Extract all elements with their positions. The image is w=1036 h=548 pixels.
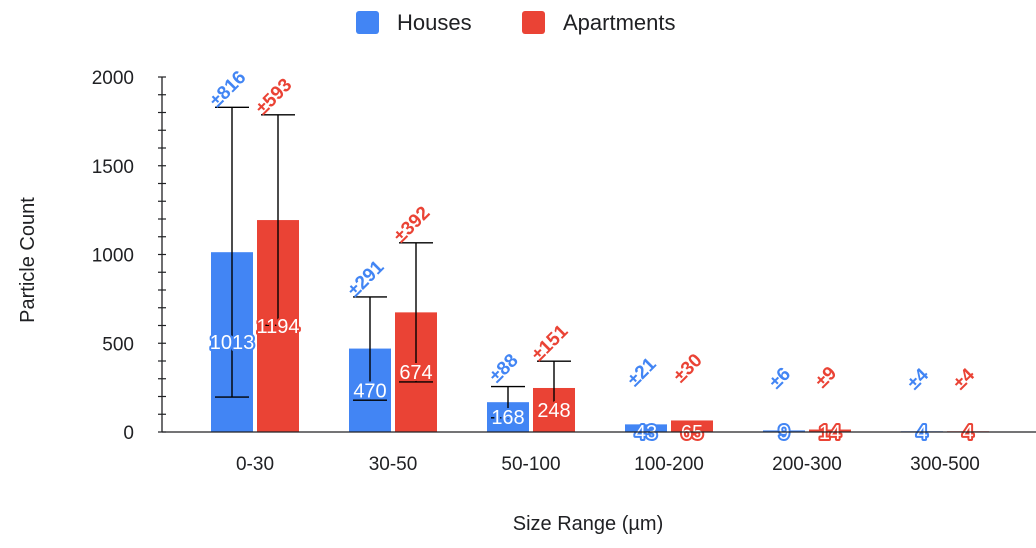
bar-houses: [625, 424, 667, 432]
value-label-houses: 4: [916, 422, 927, 444]
y-tick-label: 1500: [92, 157, 134, 178]
value-label-houses: 1013: [210, 332, 255, 354]
legend-swatch-houses: [356, 11, 379, 34]
error-label-apartments: ±151: [528, 321, 573, 366]
value-label-apartments: 1194: [256, 316, 299, 338]
error-label-apartments: ±593: [252, 75, 297, 120]
y-tick-label: 500: [102, 334, 134, 355]
y-tick-label: 1000: [92, 246, 134, 267]
bars: 1013 ±816 470 ±291 168 ±88 43 ±21 9 ±6 4 ±4 1194 ±593…: [206, 67, 989, 446]
y-tick-label: 2000: [92, 68, 134, 89]
value-label-houses: 43: [635, 422, 657, 444]
error-label-houses: ±291: [344, 256, 389, 301]
x-tick-label: 30-50: [369, 454, 418, 475]
y-axis-title: Particle Count: [17, 197, 39, 323]
legend-label-apartments: Apartments: [563, 10, 676, 35]
value-label-apartments: 14: [819, 422, 841, 444]
legend-swatch-apartments: [522, 11, 545, 34]
y-tick-label: 0: [123, 423, 134, 444]
error-label-houses: ±21: [624, 354, 661, 391]
y-axis: 0 500 1000 1500 2000: [92, 68, 166, 444]
value-label-apartments: 4: [962, 422, 973, 444]
error-label-houses: ±4: [903, 364, 933, 394]
value-label-houses: 470: [353, 380, 386, 402]
x-tick-label: 200-300: [772, 454, 842, 475]
x-axis: 0-30 30-50 50-100 100-200 200-300 300-500: [162, 431, 1036, 475]
x-axis-title: Size Range (µm): [513, 513, 663, 535]
error-label-apartments: ±9: [811, 363, 841, 393]
x-tick-label: 0-30: [236, 454, 274, 475]
error-label-houses: ±816: [206, 67, 251, 112]
bar-apartments: [809, 429, 851, 432]
bar-houses: [763, 430, 805, 432]
x-tick-label: 300-500: [910, 454, 980, 475]
value-label-apartments: 674: [399, 362, 432, 384]
value-label-apartments: 65: [681, 422, 703, 444]
value-label-houses: 9: [778, 422, 789, 444]
error-label-houses: ±88: [486, 350, 523, 387]
value-label-houses: 168: [491, 407, 524, 429]
value-label-apartments: 248: [537, 400, 570, 422]
error-label-apartments: ±4: [949, 364, 979, 394]
error-label-houses: ±6: [765, 364, 795, 394]
x-tick-label: 50-100: [501, 454, 560, 475]
bar-apartments: [671, 420, 713, 432]
legend: Houses Apartments: [356, 10, 676, 35]
legend-label-houses: Houses: [397, 10, 472, 35]
x-tick-label: 100-200: [634, 454, 704, 475]
error-label-apartments: ±30: [670, 350, 707, 387]
error-label-apartments: ±392: [390, 203, 435, 248]
